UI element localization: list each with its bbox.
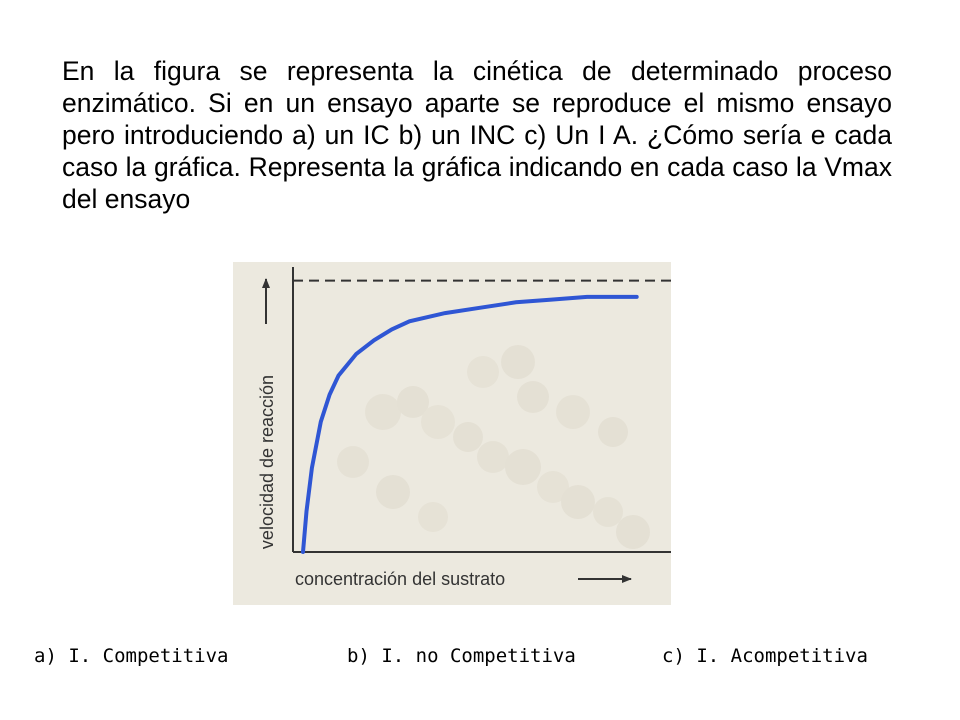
option-b-label: b) I. no Competitiva [347,645,576,667]
question-text: En la figura se representa la cinética d… [62,56,892,214]
y-axis-label: velocidad de reacción [257,375,277,549]
chart-panel [233,262,671,605]
background-molecule-texture [337,345,650,549]
option-c-label: c) I. Acompetitiva [662,645,868,667]
option-a-label: a) I. Competitiva [34,645,229,667]
answer-options: a) I. Competitiva b) I. no Competitiva c… [34,645,934,675]
x-axis-label: concentración del sustrato [295,569,505,589]
enzyme-kinetics-chart: velocidad de reacción concentración del … [233,262,671,605]
series-curve [301,294,639,554]
chart-svg: velocidad de reacción concentración del … [233,262,671,605]
